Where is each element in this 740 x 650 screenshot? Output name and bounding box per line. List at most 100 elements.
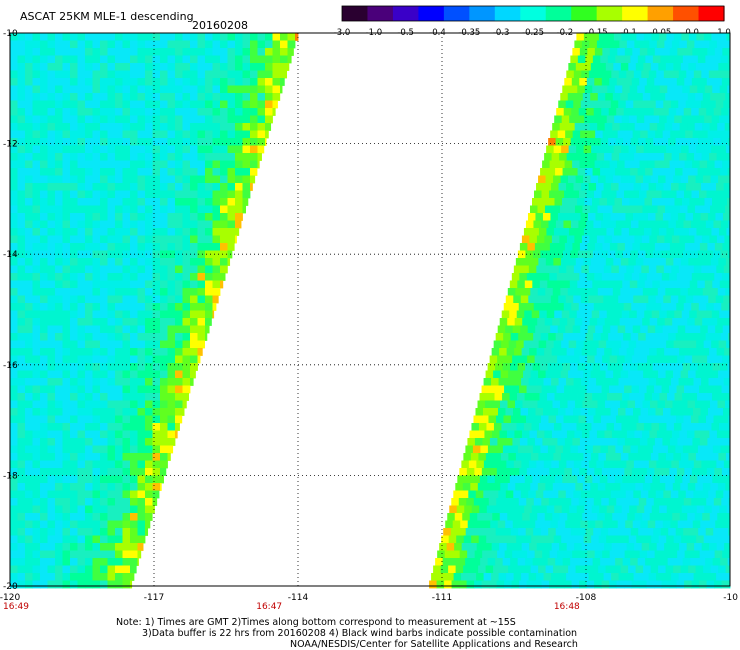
mle-cell bbox=[599, 505, 608, 514]
mle-cell bbox=[265, 70, 273, 79]
mle-cell bbox=[257, 153, 262, 161]
mle-cell bbox=[617, 243, 626, 251]
mle-cell bbox=[145, 273, 153, 281]
mle-cell bbox=[717, 288, 726, 296]
mle-cell bbox=[55, 520, 63, 529]
mle-cell bbox=[55, 228, 63, 236]
mle-cell bbox=[584, 115, 593, 124]
mle-cell bbox=[628, 340, 637, 349]
mle-cell bbox=[115, 153, 123, 161]
mle-cell bbox=[503, 528, 512, 536]
mle-cell bbox=[526, 303, 535, 311]
mle-cell bbox=[10, 130, 18, 139]
mle-cell bbox=[220, 33, 228, 41]
mle-cell bbox=[588, 70, 597, 79]
mle-cell bbox=[593, 498, 602, 506]
mle-cell bbox=[620, 483, 629, 491]
mle-cell bbox=[477, 483, 486, 491]
mle-cell bbox=[588, 573, 597, 581]
mle-cell bbox=[530, 483, 539, 491]
mle-cell bbox=[705, 558, 714, 566]
mle-cell bbox=[696, 33, 705, 41]
mle-cell bbox=[152, 378, 161, 386]
mle-cell bbox=[536, 378, 544, 386]
mle-cell bbox=[32, 460, 41, 469]
mle-cell bbox=[608, 415, 617, 424]
mle-cell bbox=[688, 175, 696, 184]
mle-cell bbox=[649, 348, 658, 356]
mle-cell bbox=[160, 160, 168, 169]
mle-cell bbox=[460, 490, 469, 499]
mle-cell bbox=[722, 243, 731, 251]
mle-cell bbox=[629, 475, 638, 484]
mle-cell bbox=[551, 378, 559, 386]
mle-cell bbox=[721, 190, 730, 199]
mle-cell bbox=[579, 438, 588, 446]
mle-cell bbox=[657, 400, 666, 409]
mle-cell bbox=[250, 78, 258, 86]
mle-cell bbox=[695, 565, 704, 574]
mle-cell bbox=[92, 160, 101, 169]
mle-cell bbox=[636, 228, 645, 236]
mle-cell bbox=[10, 258, 18, 266]
mle-cell bbox=[532, 280, 541, 289]
mle-cell bbox=[10, 490, 18, 499]
mle-cell bbox=[77, 138, 86, 146]
mle-cell bbox=[719, 115, 728, 124]
mle-cell bbox=[686, 460, 695, 469]
mle-cell bbox=[544, 153, 553, 161]
mle-cell bbox=[554, 393, 563, 401]
mle-cell bbox=[675, 333, 684, 341]
mle-cell bbox=[62, 468, 71, 476]
mle-cell bbox=[77, 93, 86, 101]
mle-cell bbox=[591, 33, 600, 41]
mle-cell bbox=[641, 348, 650, 356]
mle-cell bbox=[575, 370, 584, 379]
mle-cell bbox=[604, 235, 613, 244]
mle-cell bbox=[546, 310, 555, 319]
mle-cell bbox=[513, 295, 522, 304]
mle-cell bbox=[182, 63, 191, 71]
mle-cell bbox=[658, 63, 667, 71]
mle-cell bbox=[62, 505, 71, 514]
mle-cell bbox=[152, 325, 161, 334]
mle-cell bbox=[562, 168, 571, 176]
mle-cell bbox=[674, 85, 683, 94]
mle-cell bbox=[182, 310, 191, 319]
mle-cell bbox=[645, 415, 654, 424]
mle-cell bbox=[257, 40, 266, 49]
mle-cell bbox=[639, 273, 648, 281]
mle-cell bbox=[77, 385, 86, 394]
mle-cell bbox=[709, 543, 718, 551]
mle-cell bbox=[726, 115, 731, 124]
mle-cell bbox=[107, 153, 116, 161]
mle-cell bbox=[115, 355, 123, 364]
mle-cell bbox=[100, 303, 108, 311]
mle-cell bbox=[167, 85, 176, 94]
mle-cell bbox=[475, 520, 484, 529]
mle-cell bbox=[85, 160, 93, 169]
mle-cell bbox=[250, 100, 258, 109]
mle-cell bbox=[544, 430, 553, 439]
mle-cell bbox=[100, 340, 108, 349]
mle-cell bbox=[92, 483, 101, 491]
mle-cell bbox=[602, 213, 611, 221]
mle-cell bbox=[70, 370, 78, 379]
mle-cell bbox=[227, 33, 236, 41]
mle-cell bbox=[130, 340, 138, 349]
mle-cell bbox=[40, 100, 48, 109]
mle-cell bbox=[603, 460, 612, 469]
mle-cell bbox=[152, 183, 161, 191]
mle-cell bbox=[47, 198, 56, 206]
mle-cell bbox=[32, 115, 41, 124]
mle-cell bbox=[130, 415, 138, 424]
mle-cell bbox=[55, 205, 63, 214]
colorbar-swatch bbox=[647, 6, 674, 21]
mle-cell bbox=[726, 505, 731, 514]
mle-cell bbox=[280, 48, 288, 56]
mle-cell bbox=[623, 415, 632, 424]
mle-cell bbox=[638, 108, 647, 116]
mle-cell bbox=[137, 115, 146, 124]
mle-cell bbox=[663, 265, 672, 274]
mle-cell bbox=[10, 498, 18, 506]
